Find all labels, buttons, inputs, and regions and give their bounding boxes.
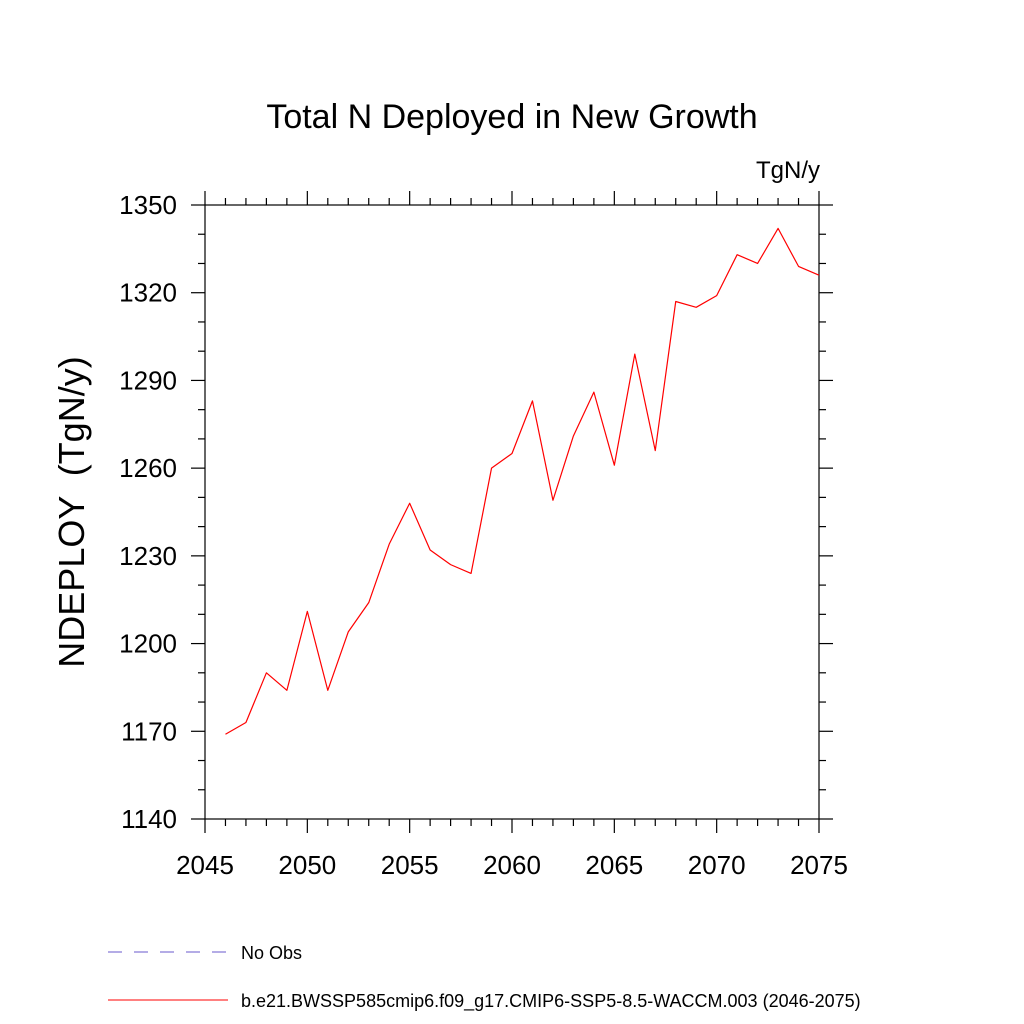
y-tick-labels: 1140 1170 1200 1230 1260 1290 1320 1350 [119, 190, 177, 834]
x-tick-label: 2070 [688, 850, 746, 880]
y-tick-label: 1200 [119, 629, 177, 659]
legend-label: No Obs [241, 943, 302, 963]
legend-label: b.e21.BWSSP585cmip6.f09_g17.CMIP6-SSP5-8… [241, 991, 861, 1012]
y-tick-label: 1170 [121, 716, 177, 746]
y-tick-label: 1260 [119, 453, 177, 483]
x-tick-label: 2050 [278, 850, 336, 880]
chart-title: Total N Deployed in New Growth [266, 98, 758, 136]
y-tick-label: 1140 [121, 804, 177, 834]
x-tick-label: 2075 [790, 850, 848, 880]
legend: No Obs b.e21.BWSSP585cmip6.f09_g17.CMIP6-… [108, 943, 861, 1012]
x-tick-label: 2045 [176, 850, 234, 880]
x-tick-label: 2060 [483, 850, 541, 880]
series-line [225, 227, 820, 735]
x-tick-label: 2055 [381, 850, 439, 880]
y-tick-label: 1320 [119, 278, 177, 308]
y-tick-label: 1230 [119, 541, 177, 571]
units-label: TgN/y [755, 157, 820, 184]
series-lines [225, 227, 820, 735]
x-tick-labels: 2045 2050 2055 2060 2065 2070 2075 [176, 850, 848, 880]
y-tick-label: 1290 [119, 365, 177, 395]
axis-ticks [191, 191, 833, 833]
x-tick-label: 2065 [585, 850, 643, 880]
plot-frame [204, 204, 820, 820]
y-tick-label: 1350 [119, 190, 177, 220]
